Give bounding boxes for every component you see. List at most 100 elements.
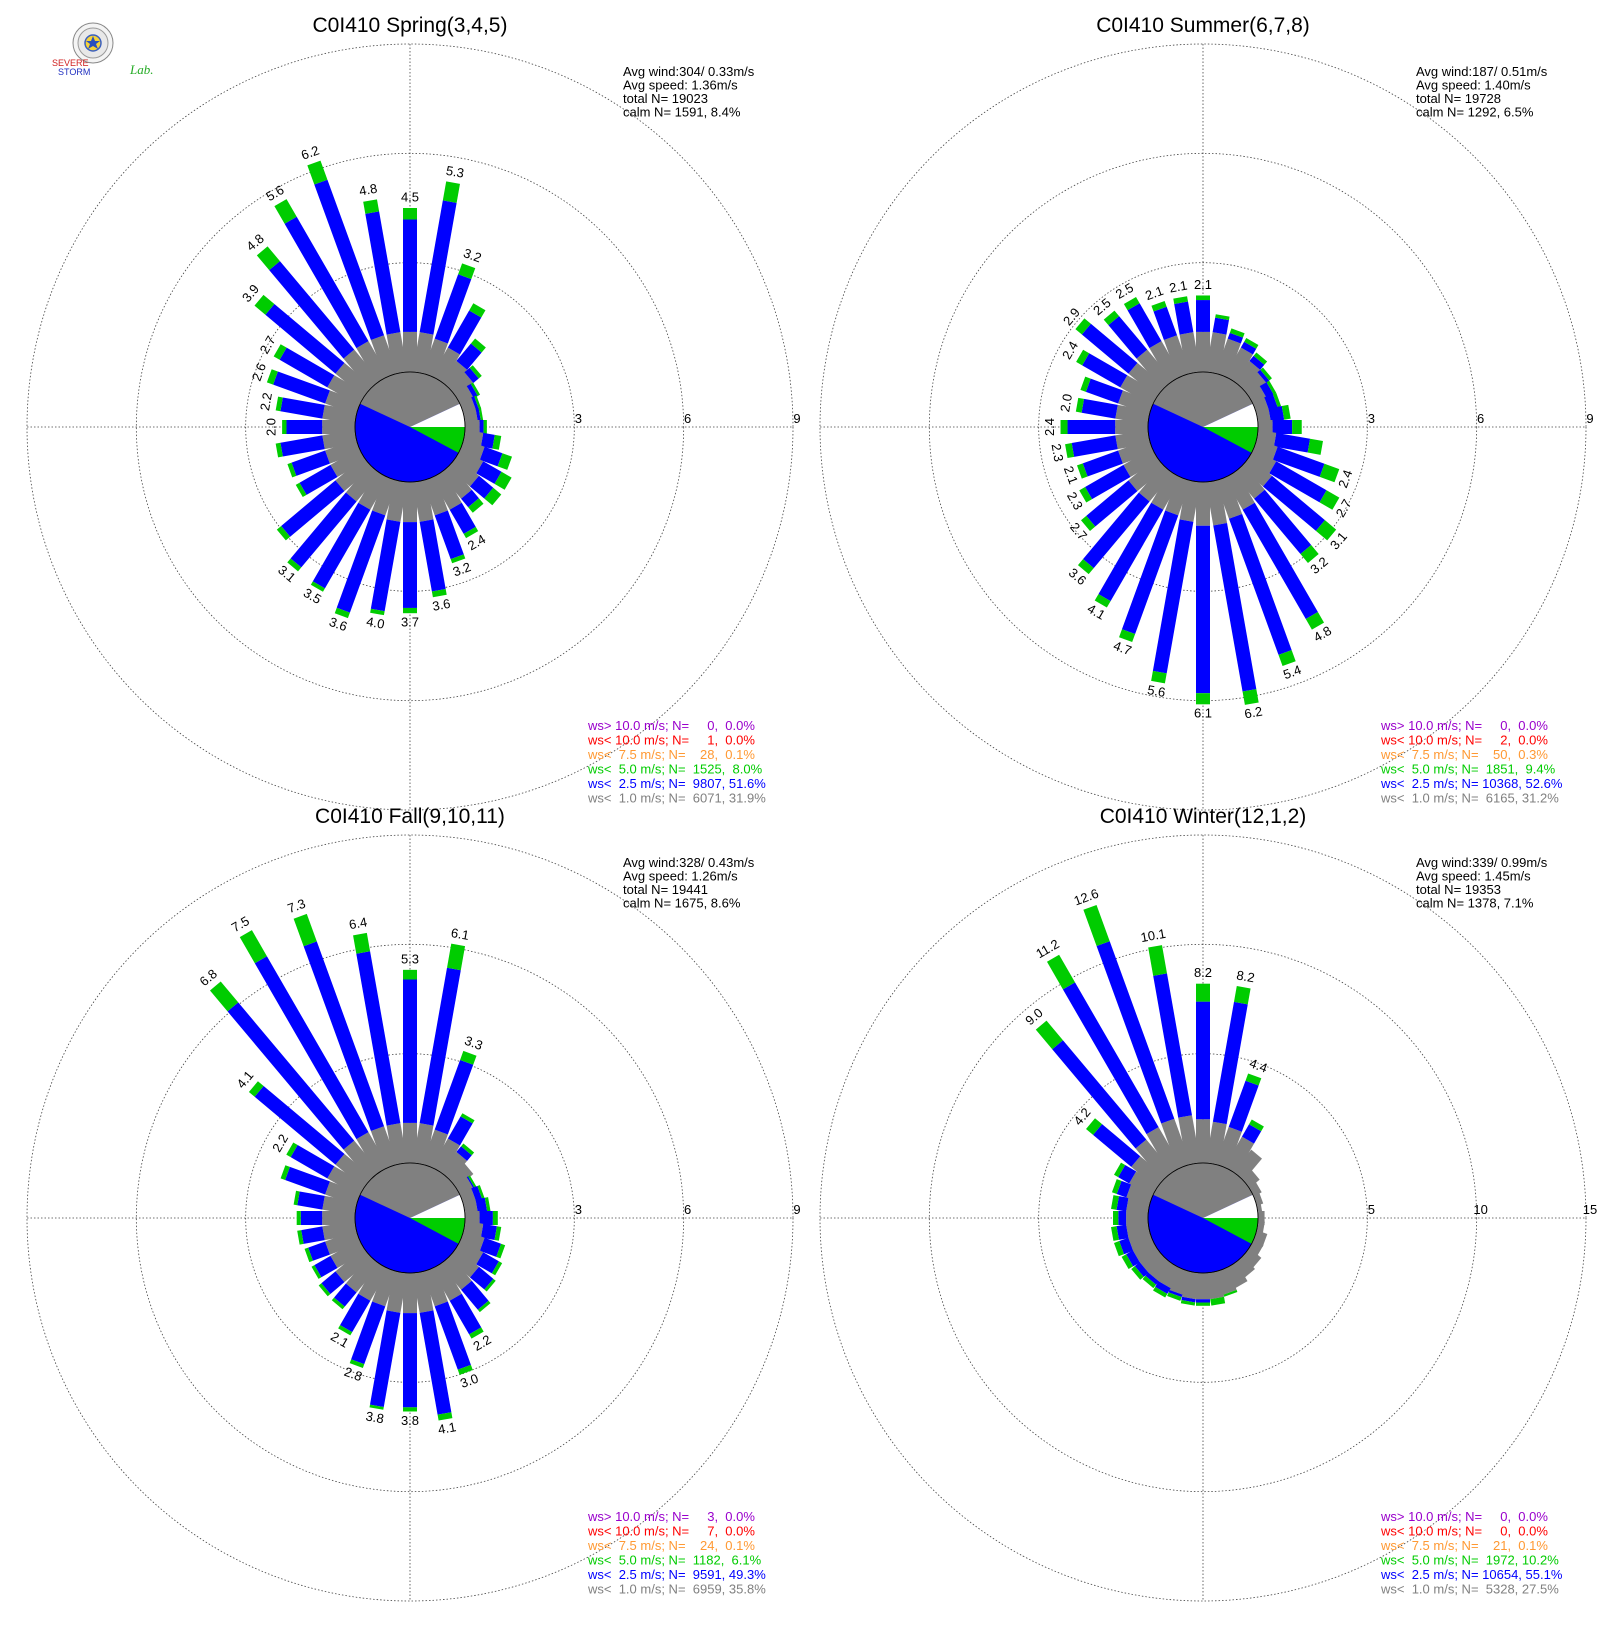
direction-bar [1079,448,1159,503]
bar-segment-mid [494,471,512,490]
bar-segment-low [290,1145,335,1179]
bar-segment-calm [1252,439,1278,460]
bar-segment-mid [1086,1118,1103,1135]
bar-segment-low [365,211,401,335]
bar-segment-mid [1076,349,1090,366]
bar-segment-low [303,941,385,1132]
bar-segment-low [403,979,417,1123]
direction-bar [447,365,482,398]
direction-bar [1131,1247,1166,1280]
legend-entry: ws< 2.5 m/s; N= 9591, 49.3% [587,1567,766,1582]
bar-segment-mid [353,932,371,954]
bar-segment-calm [1224,1136,1255,1174]
bar-segment-calm [1139,1247,1166,1273]
bar-segment-low [291,450,330,476]
legend-entry: ws< 1.0 m/s; N= 6165, 31.2% [1380,791,1559,806]
bar-segment-mid [293,913,317,947]
legend-entry: ws< 7.5 m/s; N= 24, 0.1% [587,1538,755,1553]
bar-segment-mid [494,1226,502,1241]
bar-segment-calm [1196,331,1210,372]
direction-bar [1215,1073,1262,1169]
bar-segment-mid [468,498,484,513]
bar-value-label: 3.8 [401,1413,419,1428]
bar-value-label: 12.6 [1072,886,1101,909]
bar-segment-low [356,951,401,1126]
bar-segment-calm [1215,338,1241,378]
bar-value-label: 5.3 [445,163,465,181]
bar-value-label: 10.1 [1139,926,1167,945]
panel-title: C0I410 Winter(12,1,2) [1100,805,1307,828]
bar-segment-mid [1075,397,1085,413]
bar-segment-mid [1083,905,1110,947]
bar-segment-calm [325,439,361,464]
bar-segment-calm [403,1273,417,1314]
bar-segment-low [403,1313,417,1408]
direction-bar [1247,448,1340,510]
wind-rose-panel: 4.55.33.22.43.23.63.74.03.63.53.12.02.22… [26,14,801,811]
bar-segment-calm [1128,362,1166,398]
logo-storm-text: STORM [58,67,91,77]
bar-segment-mid [1196,983,1210,1002]
bar-value-label: 4.5 [401,189,419,204]
stat-line: Avg wind:339/ 0.99m/s [1416,855,1548,870]
direction-bar [275,429,358,458]
bar-segment-low [434,510,464,560]
direction-bar [439,1143,475,1181]
bar-segment-calm [1136,349,1174,390]
bar-segment-mid [1278,650,1296,667]
bar-segment-calm [431,1138,460,1174]
direction-bar [422,1267,473,1375]
stat-line: total N= 19728 [1416,91,1501,106]
bar-segment-mid [1111,1226,1119,1241]
direction-bar [274,199,389,383]
direction-bar [454,448,512,490]
direction-bar [1065,429,1151,458]
bar-segment-mid [497,453,513,470]
calm-pie-green [1203,427,1258,453]
bar-segment-mid [431,589,447,598]
bar-segment-low [1116,1196,1129,1212]
bar-segment-calm [327,1166,366,1197]
calm-pie-border [1147,371,1259,483]
direction-bar [431,1262,484,1339]
legend-entry: ws< 2.5 m/s; N= 10368, 52.6% [1380,776,1563,791]
bar-segment-low [334,1283,357,1307]
bar-segment-mid [1173,296,1188,304]
bar-segment-low [1196,1001,1210,1120]
calm-pie-gray [1153,1163,1253,1218]
direction-bar [1252,439,1340,483]
bar-segment-mid [1223,1289,1238,1297]
direction-bar [307,160,398,378]
bar-value-label: 3.2 [451,559,473,579]
bar-segment-low [1264,394,1278,411]
bar-segment-mid [275,442,283,458]
bar-segment-calm [422,338,448,378]
bar-segment-low [299,464,338,495]
bar-segment-mid [286,1142,298,1158]
bar-segment-low [1196,300,1210,332]
direction-bar [431,471,479,539]
bar-value-label: 2.7 [257,333,279,356]
calm-pie-gray [360,1163,460,1218]
direction-bar [1113,1162,1159,1197]
bar-segment-mid [370,608,385,616]
bar-segment-calm [447,1163,474,1189]
direction-bar [1196,295,1210,372]
bar-segment-mid [1151,301,1167,312]
bar-segment-mid [1080,515,1096,531]
bar-value-label: 2.2 [257,391,275,411]
range-ring [819,43,1587,811]
legend-entry: ws< 5.0 m/s; N= 1972, 10.2% [1380,1553,1559,1568]
bar-segment-mid [1080,376,1091,392]
legend-entry: ws< 1.0 m/s; N= 6959, 35.8% [587,1582,766,1597]
legend-entry: ws< 2.5 m/s; N= 9807, 51.6% [587,776,766,791]
direction-bar [1094,471,1182,608]
legend-entry: ws< 7.5 m/s; N= 28, 0.1% [587,747,755,762]
bar-segment-mid [295,482,307,498]
bar-segment-mid [1292,420,1302,434]
direction-bar [1205,1270,1226,1306]
bar-segment-calm [1215,476,1243,519]
legend-entry: ws> 10.0 m/s; N= 3, 0.0% [587,1509,755,1524]
bar-segment-mid [304,1247,313,1263]
bar-value-label: 6.1 [1194,706,1212,721]
